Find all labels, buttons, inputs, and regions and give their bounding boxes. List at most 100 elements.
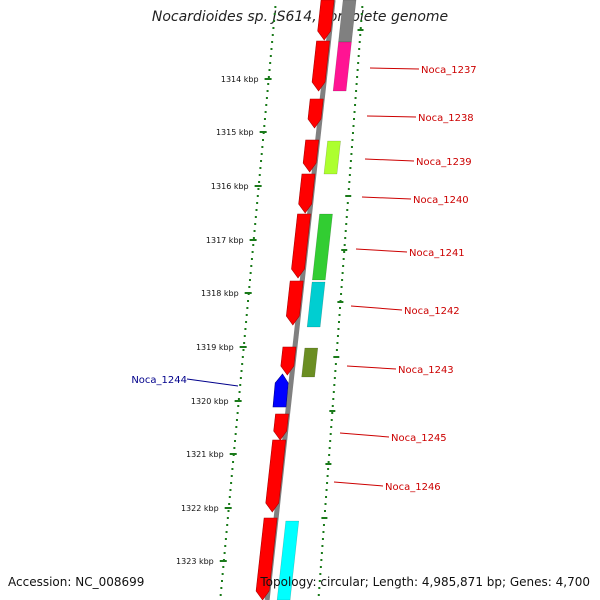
track-dot: [225, 531, 228, 533]
track-dot: [269, 62, 272, 64]
label-leader-line: [339, 432, 390, 438]
kbp-tick-label: 1322 kbp: [181, 504, 219, 513]
track-dot: [321, 545, 324, 547]
gene-arrow[interactable]: [255, 517, 278, 600]
gene-label[interactable]: Noca_1240: [413, 195, 469, 206]
gene-arrow-reverse[interactable]: [272, 373, 289, 408]
kbp-tick-label: 1319 kbp: [196, 343, 234, 352]
track-dot: [330, 419, 333, 421]
kbp-tick: [244, 292, 252, 294]
track-dot: [342, 258, 345, 260]
gene-label[interactable]: Noca_1244: [131, 375, 187, 386]
track-dot: [230, 482, 233, 484]
gene-arrow[interactable]: [280, 346, 297, 376]
gene-label[interactable]: Noca_1241: [409, 248, 465, 259]
gene-arrow[interactable]: [286, 280, 304, 326]
track-dot: [320, 552, 323, 554]
track-dot: [273, 13, 276, 15]
track-dot: [324, 510, 326, 512]
gene-arrows: [255, 0, 335, 600]
track-dot: [343, 251, 346, 253]
track-dot: [343, 244, 346, 246]
track-dot: [353, 118, 356, 120]
track-dot: [341, 272, 344, 274]
gene-arrow[interactable]: [317, 0, 335, 41]
track-dot: [339, 307, 342, 309]
track-dot: [265, 97, 268, 99]
track-dot: [332, 391, 335, 393]
track-dot: [260, 160, 263, 162]
track-dot: [332, 398, 335, 400]
track-dot: [354, 97, 357, 99]
kbp-tick: [259, 131, 267, 133]
track-dot: [248, 279, 251, 281]
track-dot: [273, 20, 276, 22]
track-dot: [274, 6, 277, 8]
track-dot: [356, 69, 359, 71]
outer-tick: [337, 301, 344, 303]
label-leader-line: [355, 248, 408, 253]
track-dot: [351, 139, 354, 141]
gene-arrow[interactable]: [298, 173, 316, 214]
track-dot: [341, 279, 344, 281]
track-dot: [353, 111, 356, 113]
track-dot: [238, 391, 241, 393]
track-dot: [334, 363, 337, 365]
track-dot: [361, 6, 364, 8]
gene-arrow[interactable]: [302, 139, 320, 173]
track-dot: [243, 342, 246, 344]
gene-arrow[interactable]: [265, 439, 287, 513]
track-dot: [327, 468, 330, 470]
track-dot: [234, 440, 237, 442]
track-dot: [271, 34, 274, 36]
track-dot: [222, 566, 225, 568]
map-title: Nocardioides sp. JS614, complete genome: [151, 9, 449, 25]
cog-block: [301, 347, 319, 378]
cog-block: [323, 140, 341, 175]
cog-block: [312, 213, 333, 281]
gene-label[interactable]: Noca_1239: [416, 157, 472, 168]
track-dot: [347, 188, 350, 190]
gene-label[interactable]: Noca_1238: [418, 113, 474, 124]
track-dot: [231, 468, 234, 470]
track-dot: [328, 454, 331, 456]
track-dot: [345, 223, 348, 225]
track-dot: [317, 594, 320, 596]
label-leader-line: [350, 305, 403, 311]
gene-label[interactable]: Noca_1242: [404, 306, 460, 317]
gene-label[interactable]: Noca_1246: [385, 482, 441, 493]
track-dot: [251, 251, 254, 253]
track-dot: [337, 321, 340, 323]
gene-label[interactable]: Noca_1237: [421, 65, 477, 76]
outer-tick: [333, 356, 340, 358]
outer-tick: [341, 249, 348, 251]
track-dot: [349, 160, 352, 162]
track-dot: [245, 321, 248, 323]
track-dot: [263, 125, 266, 127]
track-dot: [322, 524, 325, 526]
gene-label[interactable]: Noca_1245: [391, 433, 447, 444]
track-dot: [360, 20, 363, 22]
label-leader-line: [186, 378, 239, 387]
track-dot: [256, 195, 259, 197]
track-dot: [235, 419, 238, 421]
track-dot: [250, 265, 253, 267]
gene-label[interactable]: Noca_1243: [398, 365, 454, 376]
gene-arrow[interactable]: [307, 98, 324, 129]
kbp-tick-label: 1315 kbp: [216, 128, 254, 137]
gene-arrow[interactable]: [273, 413, 289, 441]
track-dot: [252, 244, 255, 246]
track-dot: [358, 48, 361, 50]
track-dot: [236, 412, 239, 414]
track-dot: [325, 496, 328, 498]
track-dot: [357, 55, 360, 57]
track-dot: [326, 475, 329, 477]
track-dot: [272, 27, 275, 29]
gene-arrow[interactable]: [291, 213, 311, 279]
gene-arrow[interactable]: [311, 40, 330, 92]
track-dot: [237, 398, 240, 400]
track-dot: [220, 580, 223, 582]
track-dot: [271, 41, 274, 43]
track-dot: [226, 517, 229, 519]
